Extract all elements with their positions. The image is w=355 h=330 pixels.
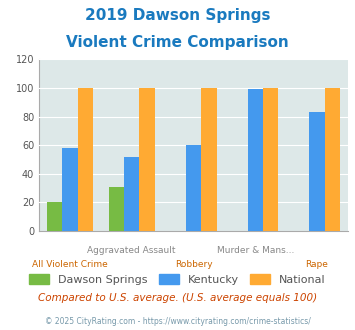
Bar [186,145,201,231]
Bar [201,88,217,231]
Legend: Dawson Springs, Kentucky, National: Dawson Springs, Kentucky, National [25,270,330,289]
Bar [263,88,278,231]
Text: 2019 Dawson Springs: 2019 Dawson Springs [85,8,270,23]
Bar [309,112,325,231]
Text: Rape: Rape [306,260,328,269]
Bar [247,89,263,231]
Bar [140,88,155,231]
Text: All Violent Crime: All Violent Crime [32,260,108,269]
Bar [62,148,78,231]
Text: Aggravated Assault: Aggravated Assault [87,246,176,255]
Bar [109,187,124,231]
Text: Compared to U.S. average. (U.S. average equals 100): Compared to U.S. average. (U.S. average … [38,293,317,303]
Text: Murder & Mans...: Murder & Mans... [217,246,294,255]
Bar [78,88,93,231]
Bar [124,157,140,231]
Text: © 2025 CityRating.com - https://www.cityrating.com/crime-statistics/: © 2025 CityRating.com - https://www.city… [45,317,310,326]
Text: Violent Crime Comparison: Violent Crime Comparison [66,35,289,50]
Bar [325,88,340,231]
Bar [47,202,62,231]
Text: Robbery: Robbery [175,260,212,269]
